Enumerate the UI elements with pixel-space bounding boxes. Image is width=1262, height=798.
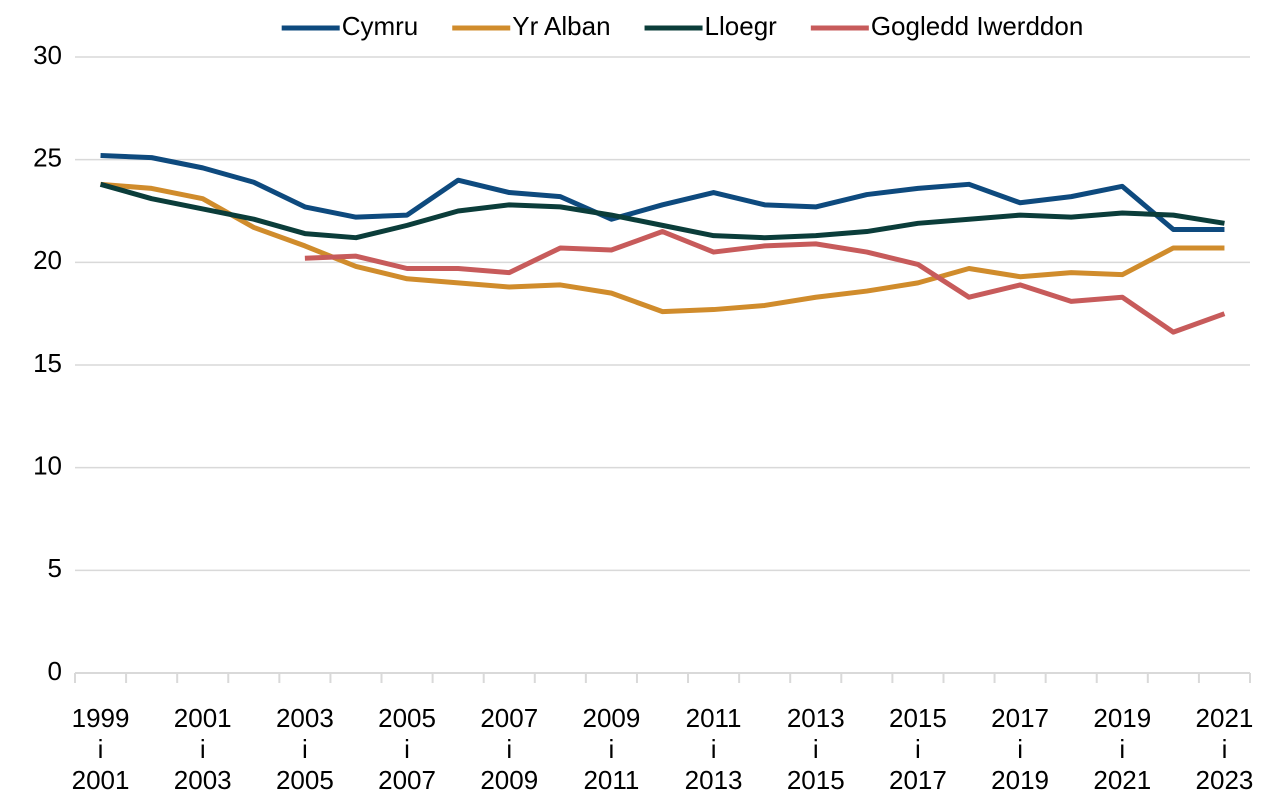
y-tick-label: 0 — [48, 656, 62, 686]
legend-label: Cymru — [342, 11, 419, 41]
x-tick-label: 2007 i 2009 — [480, 703, 539, 795]
y-tick-label: 10 — [33, 451, 62, 481]
y-tick-label: 20 — [33, 245, 62, 275]
x-tick-label: 2015 i 2017 — [889, 703, 947, 795]
y-tick-label: 25 — [33, 143, 62, 173]
y-tick-label: 15 — [33, 348, 62, 378]
legend-label: Yr Alban — [512, 11, 610, 41]
legend-label: Lloegr — [705, 11, 778, 41]
x-tick-label: 2021 i 2023 — [1195, 703, 1254, 795]
y-tick-label: 5 — [48, 553, 62, 583]
x-tick-label: 2017 i 2019 — [991, 703, 1050, 795]
series-line — [304, 229, 1226, 335]
x-tick-label: 1999 i 2001 — [71, 703, 130, 795]
x-tick-label: 2009 i 2011 — [582, 703, 641, 795]
legend-label: Gogledd Iwerddon — [871, 11, 1083, 41]
y-tick-label: 30 — [33, 40, 62, 70]
series-line — [99, 181, 1225, 241]
series-line — [100, 153, 1225, 232]
x-tick-label: 2013 i 2015 — [786, 703, 845, 795]
x-tick-label: 2005 i 2007 — [378, 703, 436, 795]
series-line — [100, 181, 1225, 315]
x-tick-label: 2019 i 2021 — [1093, 703, 1152, 795]
x-tick-label: 2011 i 2013 — [684, 703, 743, 795]
x-tick-label: 2001 i 2003 — [173, 703, 232, 795]
x-tick-label: 2003 i 2005 — [275, 703, 334, 795]
